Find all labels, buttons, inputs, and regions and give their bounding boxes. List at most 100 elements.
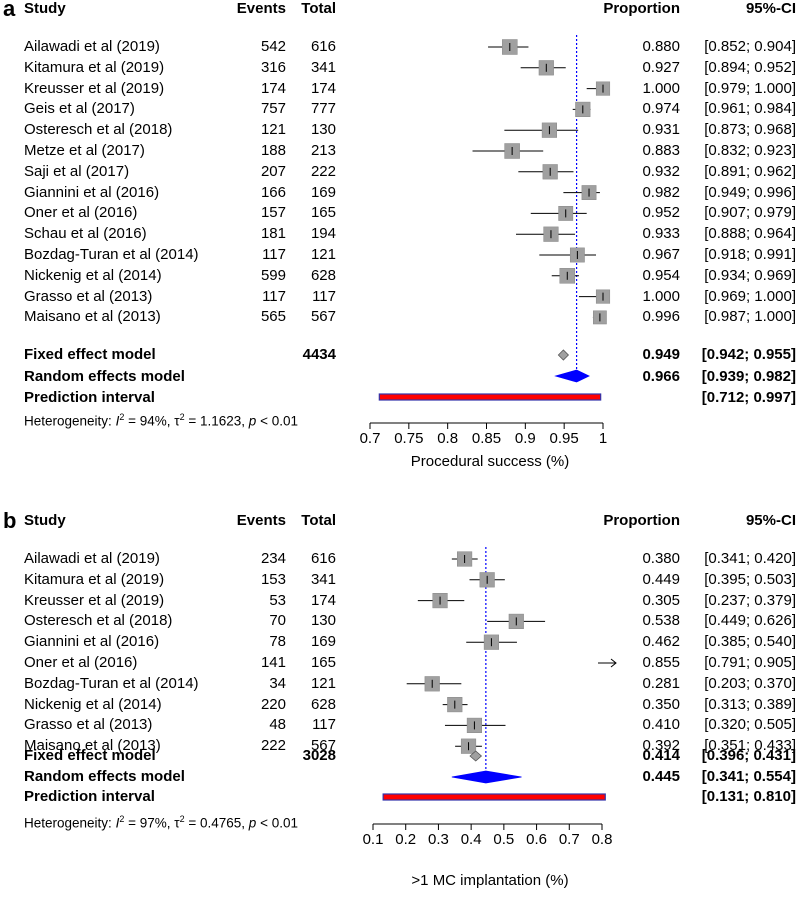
fixed-effect-diamond bbox=[469, 750, 483, 762]
random-effects-label: Random effects model bbox=[24, 368, 185, 385]
study-events: 181 bbox=[260, 225, 286, 243]
study-events: 117 bbox=[262, 246, 286, 263]
fixed-effect-label: Fixed effect model bbox=[24, 747, 156, 764]
random-effects-proportion: 0.966 bbox=[642, 368, 680, 385]
offscale-arrow-head bbox=[610, 658, 617, 668]
study-total: 616 bbox=[310, 38, 336, 55]
study-total: 121 bbox=[310, 674, 336, 692]
heterogeneity-stats: Heterogeneity: I2 = 94%, τ2 = 1.1623, p … bbox=[24, 412, 298, 429]
study-total: 222 bbox=[310, 162, 336, 180]
study-name: Grasso et al (2013) bbox=[24, 287, 153, 305]
study-total: 130 bbox=[310, 121, 336, 139]
fixed-effect-proportion: 0.949 bbox=[642, 346, 680, 363]
study-name: Ailawadi et al (2019) bbox=[24, 38, 160, 55]
study-events: 53 bbox=[269, 591, 286, 609]
x-axis-label: Procedural success (%) bbox=[410, 453, 570, 470]
study-proportion: 0.883 bbox=[642, 142, 680, 159]
header-ci: 95%-CI bbox=[745, 512, 796, 529]
study-events: 234 bbox=[260, 550, 286, 567]
study-ci: [0.203; 0.370] bbox=[704, 674, 796, 692]
study-proportion: 0.880 bbox=[642, 38, 680, 55]
random-effects-diamond bbox=[554, 369, 590, 383]
study-proportion: 0.380 bbox=[642, 550, 680, 567]
study-total: 130 bbox=[310, 612, 336, 630]
header-total: Total bbox=[301, 512, 336, 529]
study-ci: [0.891; 0.962] bbox=[704, 162, 796, 180]
study-proportion: 0.967 bbox=[642, 246, 680, 263]
header-study: Study bbox=[24, 512, 66, 529]
study-events: 220 bbox=[260, 695, 286, 713]
fixed-effect-diamond bbox=[557, 349, 570, 361]
study-name: Maisano et al (2013) bbox=[24, 737, 161, 755]
study-ci: [0.918; 0.991] bbox=[704, 246, 796, 263]
x-axis-tick-label: 0.3 bbox=[427, 831, 449, 848]
study-ci: [0.969; 1.000] bbox=[704, 287, 796, 305]
study-events: 166 bbox=[260, 183, 286, 201]
x-axis-tick-label: 0.1 bbox=[362, 831, 384, 848]
study-total: 628 bbox=[310, 695, 336, 713]
study-proportion: 0.392 bbox=[642, 737, 680, 755]
study-name: Kitamura et al (2019) bbox=[24, 570, 165, 588]
x-axis-tick-label: 0.4 bbox=[460, 831, 482, 848]
study-name: Bozdag-Turan et al (2014) bbox=[24, 246, 199, 263]
fixed-effect-proportion: 0.414 bbox=[642, 747, 680, 764]
study-total: 165 bbox=[310, 654, 336, 671]
study-events: 153 bbox=[260, 570, 286, 588]
header-total: Total bbox=[301, 0, 336, 17]
header-ci: 95%-CI bbox=[745, 0, 796, 17]
study-ci: [0.888; 0.964] bbox=[704, 225, 796, 243]
study-events: 174 bbox=[260, 79, 286, 97]
study-proportion: 0.855 bbox=[642, 654, 680, 671]
study-proportion: 0.932 bbox=[642, 162, 680, 180]
study-ci: [0.934; 0.969] bbox=[704, 266, 796, 284]
study-proportion: 0.952 bbox=[642, 204, 680, 222]
study-name: Kreusser et al (2019) bbox=[24, 79, 165, 97]
study-total: 169 bbox=[310, 183, 336, 201]
study-ci: [0.832; 0.923] bbox=[704, 142, 796, 159]
study-name: Giannini et al (2016) bbox=[24, 183, 160, 201]
study-name: Kreusser et al (2019) bbox=[24, 591, 165, 609]
x-axis-tick-label: 0.9 bbox=[514, 430, 536, 447]
study-ci: [0.385; 0.540] bbox=[704, 633, 796, 651]
study-ci: [0.320; 0.505] bbox=[704, 716, 796, 734]
study-total: 777 bbox=[310, 100, 336, 118]
study-name: Metze et al (2017) bbox=[24, 142, 145, 159]
x-axis-tick-label: 0.6 bbox=[526, 831, 547, 848]
study-proportion: 0.996 bbox=[642, 308, 680, 326]
study-total: 341 bbox=[310, 570, 336, 588]
study-events: 157 bbox=[260, 204, 286, 222]
study-total: 117 bbox=[312, 716, 336, 734]
study-proportion: 0.927 bbox=[642, 58, 680, 76]
study-ci: [0.449; 0.626] bbox=[704, 612, 796, 630]
study-proportion: 0.281 bbox=[642, 674, 680, 692]
study-events: 599 bbox=[260, 266, 286, 284]
study-name: Osteresch et al (2018) bbox=[24, 612, 173, 630]
study-name: Giannini et al (2016) bbox=[24, 633, 160, 651]
study-events: 316 bbox=[260, 58, 286, 76]
study-total: 628 bbox=[310, 266, 336, 284]
study-ci: [0.949; 0.996] bbox=[704, 183, 796, 201]
study-name: Geis et al (2017) bbox=[24, 100, 135, 118]
study-events: 34 bbox=[269, 674, 286, 692]
random-effects-ci: [0.939; 0.982] bbox=[701, 368, 796, 385]
study-proportion: 0.538 bbox=[642, 612, 680, 630]
forest-plot-b-graphic bbox=[372, 547, 617, 830]
fixed-effect-ci: [0.942; 0.955] bbox=[701, 346, 796, 363]
x-axis-tick-label: 0.95 bbox=[549, 430, 579, 447]
x-axis-tick-label: 0.7 bbox=[558, 831, 580, 848]
study-name: Schau et al (2016) bbox=[24, 225, 147, 243]
study-events: 542 bbox=[260, 38, 286, 55]
study-name: Oner et al (2016) bbox=[24, 654, 138, 671]
study-total: 117 bbox=[312, 287, 336, 305]
study-ci: [0.791; 0.905] bbox=[704, 654, 796, 671]
forest-plot-a: a Study Events Total Proportion 95%-CI A… bbox=[3, 0, 796, 470]
study-events: 78 bbox=[269, 633, 286, 651]
study-ci: [0.907; 0.979] bbox=[704, 204, 796, 222]
prediction-interval-bar bbox=[382, 793, 606, 801]
random-effects-diamond bbox=[451, 770, 522, 784]
study-total: 194 bbox=[310, 225, 336, 243]
study-total: 567 bbox=[310, 308, 336, 326]
study-events: 70 bbox=[269, 612, 286, 630]
study-name: Kitamura et al (2019) bbox=[24, 58, 165, 76]
header-events: Events bbox=[236, 512, 286, 529]
